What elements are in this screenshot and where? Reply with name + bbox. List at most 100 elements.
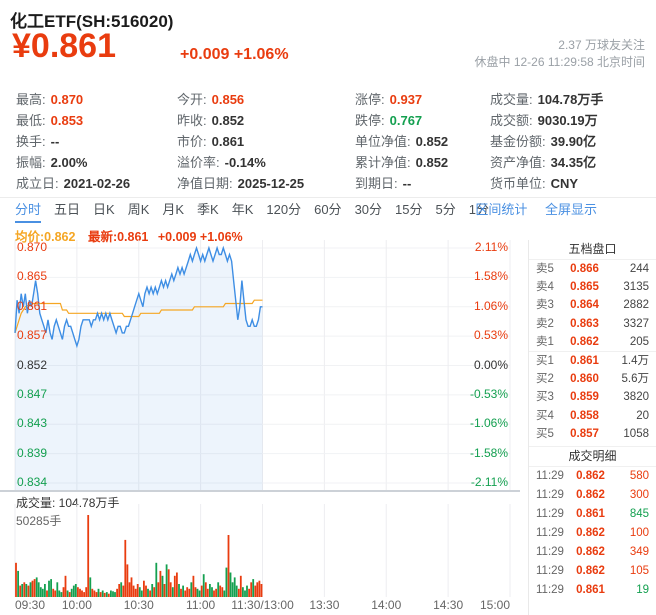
market-status: 休盘中 12-26 11:29:58 北京时间	[474, 55, 645, 69]
intraday-chart: 成交量: 104.78万手 50285手 09:30 10:00 10:30 11:0…	[0, 240, 524, 615]
trade-rows: 11:29 0.862 580 11:29 0.862 300 11:29 0.861 845 1…	[529, 467, 656, 600]
volume-bar	[151, 584, 154, 597]
volume-bar	[44, 584, 46, 597]
volume-bar	[155, 562, 158, 597]
trade-row: 11:29 0.862 105	[529, 562, 656, 581]
tab-2[interactable]: 日K	[93, 202, 115, 217]
volume-bar	[134, 588, 137, 597]
volume-bar	[254, 585, 257, 597]
tab-8[interactable]: 60分	[314, 202, 342, 217]
range-statistics-link[interactable]: 区间统计	[475, 202, 528, 217]
trade-row: 11:29 0.862 100	[529, 524, 656, 543]
trade-volume: 845	[629, 507, 649, 520]
volume-bar	[91, 588, 94, 597]
stat-value: 0.856	[211, 92, 245, 107]
volume-bar	[37, 582, 40, 597]
trade-time: 11:29	[536, 526, 564, 539]
volume-title: 成交量: 104.78万手	[16, 496, 120, 510]
tab-9[interactable]: 30分	[354, 202, 383, 217]
x-tick-label: 14:30	[433, 598, 464, 612]
y-tick-percent: 0.00%	[473, 357, 508, 372]
volume-bar	[136, 584, 139, 597]
tab-7[interactable]: 120分	[266, 202, 302, 217]
volume-bar	[35, 577, 38, 597]
bid-price: 0.857	[570, 427, 599, 440]
volume-bar	[194, 587, 197, 597]
trades-section: 成交明细 11:29 0.862 580 11:29 0.862 300 11:29 0.86…	[529, 445, 656, 600]
volume-bar	[178, 584, 180, 597]
stat-value: -0.14%	[224, 155, 266, 170]
tab-11[interactable]: 5分	[435, 202, 456, 217]
price-chart-canvas[interactable]	[0, 240, 524, 492]
stat-label: 净值日期:	[177, 176, 233, 191]
ask-price: 0.863	[570, 317, 599, 330]
stats-grid: 最高: 0.870 最低: 0.853 换手: -- 振幅: 2.00% 成立日: 2021-02…	[0, 89, 656, 194]
stat-label: 溢价率:	[177, 155, 220, 170]
volume-bar	[165, 564, 168, 597]
volume-bar	[143, 580, 145, 597]
tab-5[interactable]: 季K	[197, 202, 219, 217]
volume-bar	[58, 590, 61, 597]
ask-volume: 244	[629, 263, 649, 275]
volume-bar	[256, 582, 259, 597]
stat-cell: 成交额: 9030.19万	[490, 110, 603, 131]
tab-3[interactable]: 周K	[127, 202, 150, 217]
trade-time: 11:29	[536, 507, 564, 520]
stat-cell: 最低: 0.853	[16, 110, 130, 131]
volume-bar	[140, 590, 143, 597]
volume-bar	[229, 572, 232, 597]
volume-bar	[233, 577, 236, 597]
stat-cell: 最高: 0.870	[16, 89, 130, 110]
bid-volume: 1.4万	[621, 354, 650, 367]
volume-bar	[192, 575, 195, 597]
volume-bar	[188, 588, 191, 597]
ask-price: 0.862	[570, 335, 599, 348]
tab-6[interactable]: 年K	[231, 202, 254, 217]
volume-bar	[74, 584, 77, 597]
trade-volume: 349	[629, 545, 649, 558]
stat-value: 0.937	[389, 92, 423, 107]
tab-10[interactable]: 15分	[395, 202, 423, 217]
volume-bar	[211, 587, 213, 597]
stat-value: 2.00%	[50, 155, 88, 170]
stat-value: 2021-02-26	[63, 176, 131, 191]
stat-label: 跌停:	[355, 113, 385, 128]
y-tick-price: 0.843	[17, 416, 48, 431]
tab-1[interactable]: 五日	[54, 202, 81, 217]
volume-bar	[126, 564, 129, 597]
volume-bar	[23, 582, 26, 597]
last-price-legend: 最新:0.861	[87, 230, 149, 244]
trade-row: 11:29 0.862 580	[529, 467, 656, 486]
volume-bar	[112, 591, 114, 597]
current-price: ¥0.861	[12, 27, 116, 65]
tab-12[interactable]: 1分	[468, 202, 489, 217]
fullscreen-link[interactable]: 全屏显示	[544, 202, 597, 217]
stat-cell: 成交量: 104.78万手	[490, 89, 603, 110]
stat-cell: 成立日: 2021-02-26	[16, 173, 130, 194]
volume-bar	[219, 585, 222, 597]
tabbar-links: 区间统计 全屏显示	[461, 198, 597, 221]
volume-bar	[33, 579, 36, 597]
price-line	[14, 245, 263, 349]
volume-bar	[239, 575, 242, 597]
avg-price-legend: 均价:0.862	[15, 230, 76, 244]
stat-value: 34.35亿	[550, 155, 597, 170]
stat-value: 104.78万手	[537, 92, 604, 107]
tab-0[interactable]: 分时	[15, 198, 42, 223]
volume-bar	[52, 588, 55, 597]
period-tabs: 分时 五日 日K 周K 月K 季K 年K 120分 60分 30分 15分 5分 1分	[0, 202, 489, 223]
bid-price: 0.859	[570, 391, 599, 404]
bid-level-label: 买5	[536, 427, 554, 440]
volume-bar	[122, 585, 125, 597]
volume-bar	[15, 562, 17, 597]
tab-4[interactable]: 月K	[162, 202, 185, 217]
ask-level-label: 卖5	[536, 263, 554, 275]
stat-column: 最高: 0.870 最低: 0.853 换手: -- 振幅: 2.00% 成立日: 2021-02…	[16, 89, 130, 194]
volume-bar	[46, 590, 48, 597]
volume-bar	[116, 588, 118, 597]
volume-bar	[95, 592, 98, 597]
volume-bar	[29, 582, 32, 597]
volume-chart-canvas[interactable]	[0, 504, 524, 598]
volume-bar	[81, 590, 83, 597]
trade-price: 0.862	[576, 526, 605, 539]
